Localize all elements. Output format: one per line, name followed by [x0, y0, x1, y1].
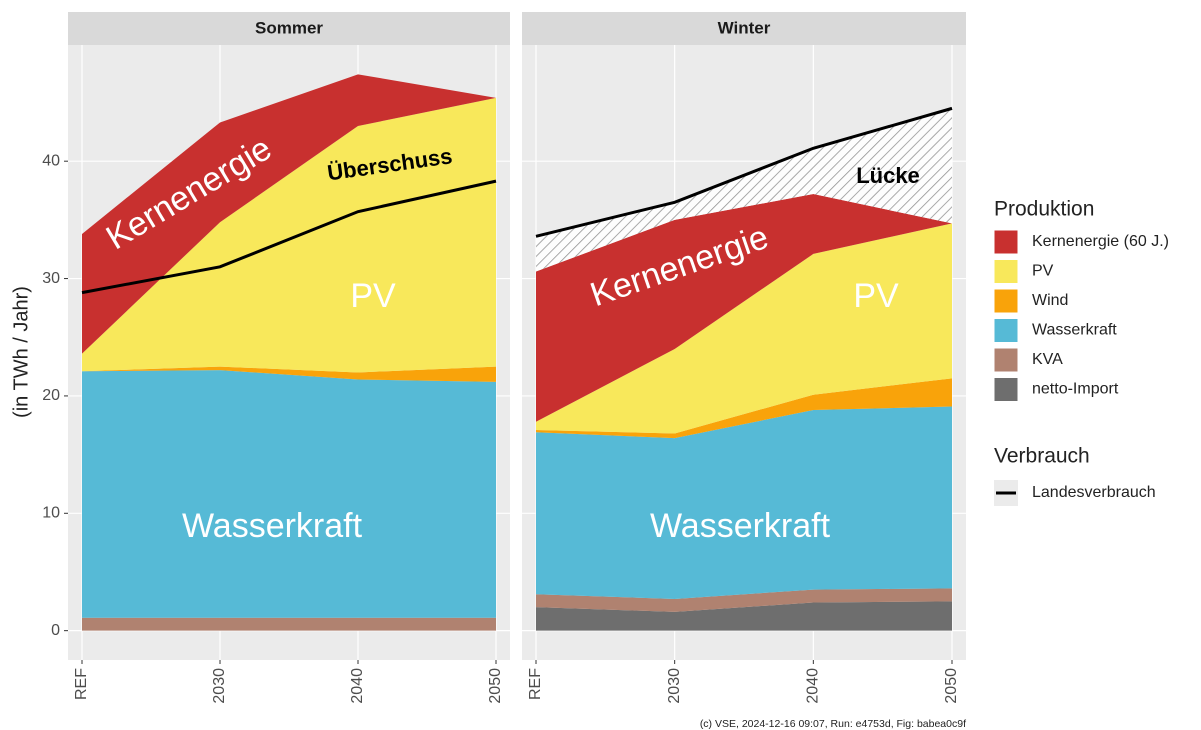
area	[536, 601, 952, 631]
y-tick-label: 40	[42, 152, 60, 169]
legend-label: Wind	[1032, 292, 1068, 309]
x-tick-label: REF	[73, 668, 90, 700]
x-tick-label: 2050	[487, 668, 504, 704]
strip	[68, 12, 510, 45]
strip	[522, 12, 966, 45]
facet-title: Winter	[718, 18, 771, 37]
annotation: Wasserkraft	[650, 507, 831, 545]
legend-key	[993, 259, 1019, 284]
area	[82, 97, 496, 373]
legend-key	[993, 377, 1019, 402]
legend-label: KVA	[1032, 351, 1063, 368]
x-tick-label: REF	[527, 668, 544, 700]
legend-title: Verbrauch	[994, 445, 1090, 468]
area	[82, 366, 496, 382]
area	[82, 74, 496, 354]
x-tick-label: 2040	[349, 668, 366, 704]
annotation: Wasserkraft	[182, 507, 363, 545]
legend-key	[993, 288, 1019, 314]
y-tick-label: 20	[42, 387, 60, 404]
legend-label: Landesverbrauch	[1032, 484, 1156, 501]
caption: (c) VSE, 2024-12-16 09:07, Run: e4753d, …	[700, 718, 966, 730]
legend-label: netto-Import	[1032, 381, 1119, 398]
x-tick-label: 2030	[211, 668, 228, 704]
area	[536, 378, 952, 439]
area	[536, 194, 952, 422]
area	[82, 370, 496, 618]
annotation: Lücke	[856, 163, 920, 188]
legend-label: Kernenergie (60 J.)	[1032, 233, 1169, 250]
area	[536, 406, 952, 599]
facet-title: Sommer	[255, 18, 323, 37]
legend-title: Produktion	[994, 198, 1094, 221]
line	[535, 106, 953, 238]
area	[82, 617, 496, 631]
legend-label: Wasserkraft	[1032, 322, 1117, 339]
legend-key	[993, 347, 1019, 373]
line	[81, 179, 497, 295]
legend-label: PV	[1032, 263, 1054, 280]
x-tick-label: 2040	[805, 668, 822, 704]
x-tick-label: 2050	[943, 668, 960, 704]
area	[536, 223, 952, 434]
y-tick-label: 10	[42, 505, 60, 522]
annotation: PV	[350, 277, 396, 315]
legend-key	[993, 229, 1019, 255]
y-tick-label: 30	[42, 270, 60, 287]
y-tick-label: 0	[51, 622, 60, 639]
x-tick-label: 2030	[666, 668, 683, 704]
y-axis-label: (in TWh / Jahr)	[10, 286, 32, 418]
legend-key	[993, 318, 1019, 343]
gap-area	[536, 108, 952, 272]
annotation: PV	[853, 277, 899, 315]
area	[536, 588, 952, 612]
